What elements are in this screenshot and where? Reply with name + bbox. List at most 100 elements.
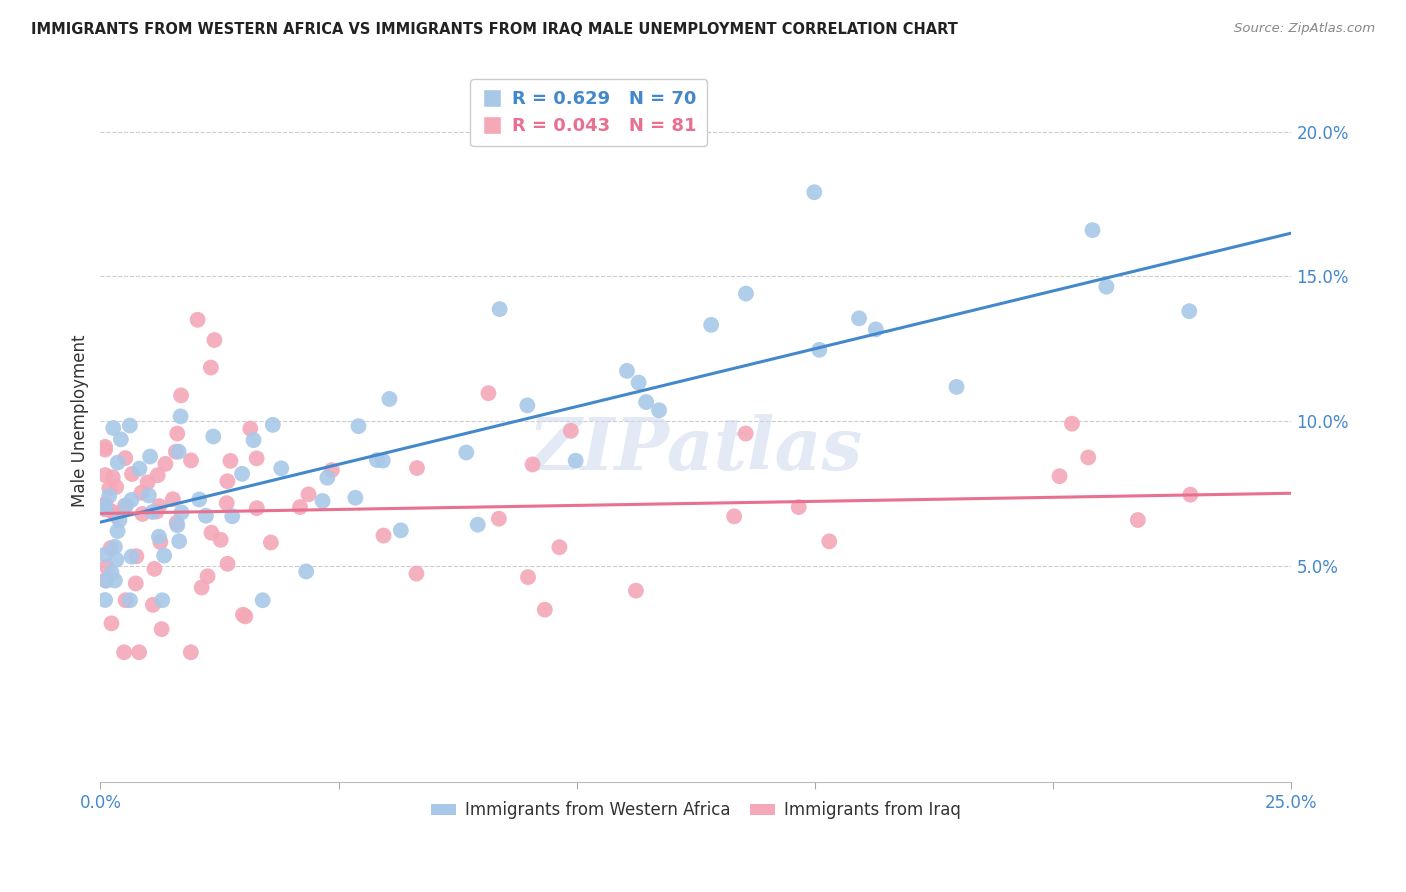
Point [94,468,117,483]
Point [128,461,150,475]
Point [405,566,427,581]
Point [221,509,243,524]
Y-axis label: Male Unemployment: Male Unemployment [72,334,89,508]
Point [1060,417,1083,431]
Point [142,598,165,612]
Point [169,409,191,424]
Point [517,570,540,584]
Point [366,453,388,467]
Point [202,333,225,347]
Point [98,489,121,503]
Point [488,512,510,526]
Point [1126,513,1149,527]
Point [252,593,274,607]
Point [100,541,122,555]
Point [167,444,190,458]
Point [100,566,122,580]
Point [533,602,555,616]
Point [1180,488,1202,502]
Point [734,426,756,441]
Point [260,535,283,549]
Point [477,386,499,401]
Point [560,424,582,438]
Point [148,499,170,513]
Point [180,453,202,467]
Point [94,573,117,587]
Point [104,508,127,523]
Point [138,488,160,502]
Point [112,645,135,659]
Point [235,609,257,624]
Point [297,487,319,501]
Point [1095,279,1118,293]
Point [121,467,143,481]
Point [262,417,284,432]
Point [94,548,117,562]
Point [170,388,193,402]
Point [120,492,142,507]
Point [200,525,222,540]
Point [104,574,127,588]
Point [636,395,658,409]
Point [165,444,187,458]
Point [107,524,129,538]
Point [125,549,148,564]
Point [945,380,967,394]
Point [700,318,723,332]
Point [98,482,121,496]
Point [1077,450,1099,465]
Point [166,516,188,530]
Point [94,500,117,514]
Point [166,518,188,533]
Point [103,421,125,435]
Text: Source: ZipAtlas.com: Source: ZipAtlas.com [1234,22,1375,36]
Point [288,500,311,514]
Point [104,540,127,554]
Point [142,505,165,519]
Point [406,461,429,475]
Point [105,552,128,566]
Point [94,501,117,516]
Point [239,421,262,435]
Point [232,607,254,622]
Point [295,565,318,579]
Point [148,530,170,544]
Point [115,499,138,513]
Point [139,450,162,464]
Point [818,534,841,549]
Point [371,453,394,467]
Point [564,454,586,468]
Point [215,496,238,510]
Text: ZIPatlas: ZIPatlas [529,415,863,485]
Point [108,513,131,527]
Point [627,376,650,390]
Point [155,457,177,471]
Point [378,392,401,406]
Point [94,502,117,516]
Point [150,622,173,636]
Point [110,433,132,447]
Point [107,456,129,470]
Point [467,517,489,532]
Point [100,616,122,631]
Point [121,549,143,564]
Point [190,581,212,595]
Point [316,471,339,485]
Text: IMMIGRANTS FROM WESTERN AFRICA VS IMMIGRANTS FROM IRAQ MALE UNEMPLOYMENT CORRELA: IMMIGRANTS FROM WESTERN AFRICA VS IMMIGR… [31,22,957,37]
Point [270,461,292,475]
Point [145,504,167,518]
Point [114,451,136,466]
Point [311,494,333,508]
Point [231,467,253,481]
Point [101,505,124,519]
Point [187,313,209,327]
Point [373,528,395,542]
Point [96,559,118,574]
Point [202,429,225,443]
Point [808,343,831,357]
Point [321,463,343,477]
Point [94,440,117,454]
Point [128,645,150,659]
Point [200,360,222,375]
Point [118,593,141,607]
